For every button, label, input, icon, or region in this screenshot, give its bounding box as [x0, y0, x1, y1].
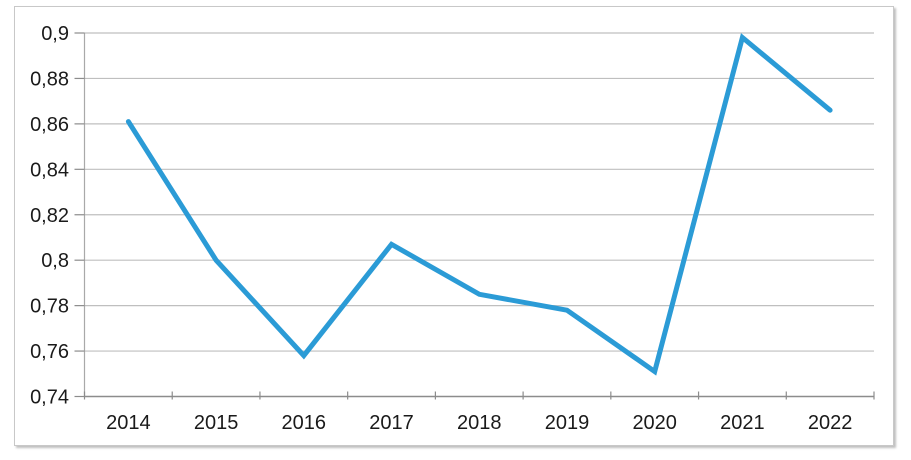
x-axis-tick-label: 2016 — [282, 412, 327, 434]
x-axis-tick-label: 2014 — [106, 412, 151, 434]
y-axis-tick-label: 0,78 — [30, 296, 69, 318]
x-axis-tick-label: 2021 — [720, 412, 765, 434]
ticks-group — [74, 32, 875, 400]
y-axis-tick-label: 0,9 — [41, 23, 69, 45]
x-axis-tick-label: 2015 — [194, 412, 239, 434]
y-axis-tick-label: 0,74 — [30, 387, 69, 409]
x-axis-tick-label: 2022 — [808, 412, 853, 434]
y-axis-tick-label: 0,82 — [30, 205, 69, 227]
x-axis-tick-label: 2017 — [369, 412, 414, 434]
x-axis-tick-label: 2020 — [632, 412, 677, 434]
y-axis-tick-label: 0,76 — [30, 341, 69, 363]
gridlines-group — [84, 32, 874, 352]
y-axis-tick-label: 0,84 — [30, 159, 69, 181]
series-group — [125, 33, 833, 376]
x-axis-tick-label: 2019 — [545, 412, 590, 434]
chart-frame — [14, 6, 894, 446]
x-axis-tick-label: 2018 — [457, 412, 502, 434]
y-axis-tick-label: 0,88 — [30, 68, 69, 90]
y-axis-tick-label: 0,86 — [30, 114, 69, 136]
data-series-line — [125, 33, 833, 376]
labels-group: 0,74 0,76 0,78 0,8 0,82 0,84 0,86 0,88 0,9 2014 20… — [30, 23, 852, 434]
y-axis-tick-label: 0,8 — [41, 250, 69, 272]
